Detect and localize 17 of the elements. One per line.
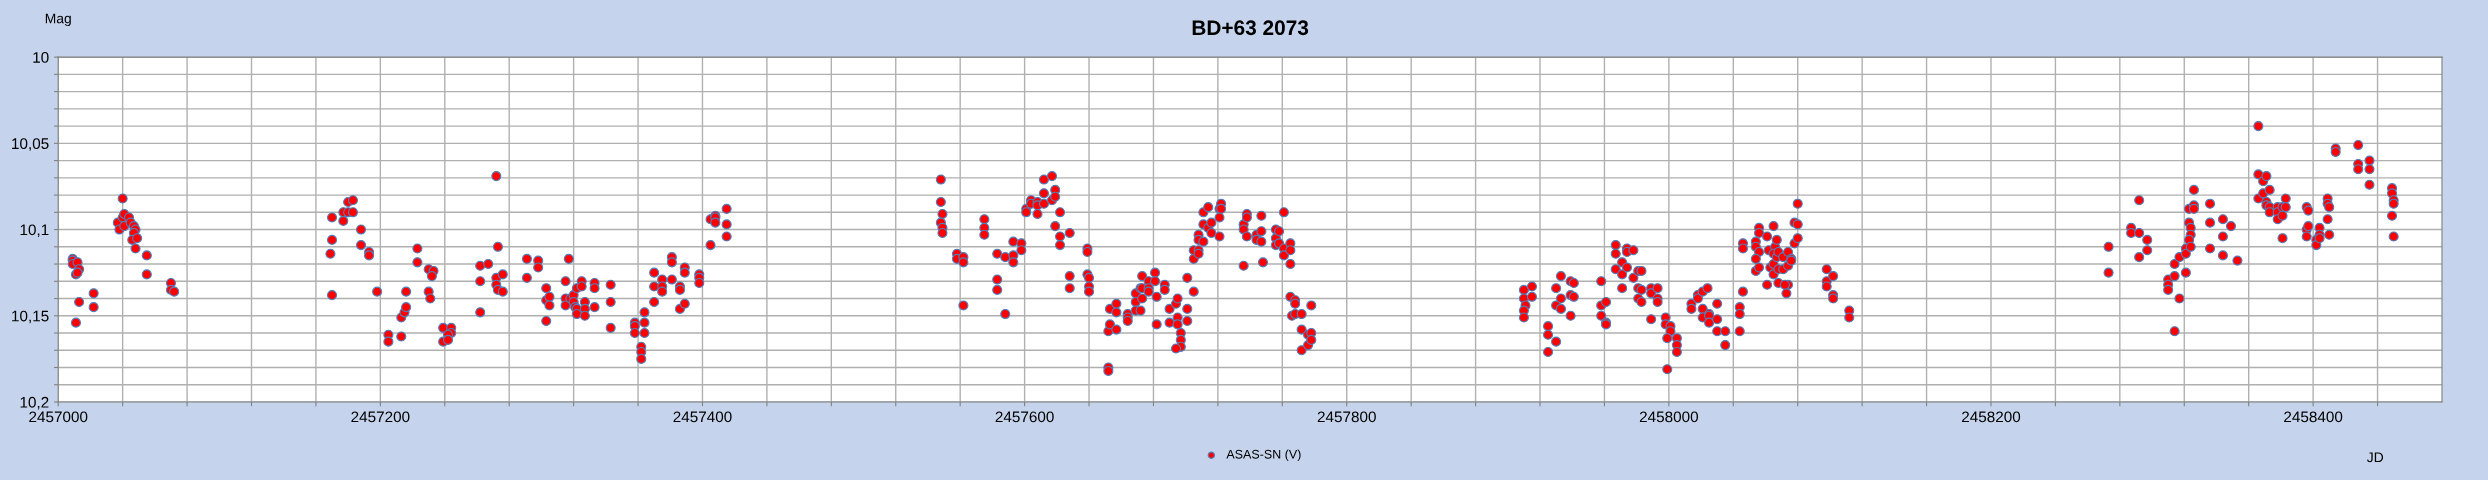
- x-tick-label: 2458200: [1962, 411, 2021, 423]
- y-tick-label: 10,2: [20, 396, 49, 410]
- y-axis-title: Mag: [45, 13, 71, 27]
- x-tick-label: 2457000: [29, 411, 88, 423]
- y-tick-label: 10,05: [12, 138, 49, 151]
- x-tick-label: 2458000: [1639, 411, 1699, 423]
- y-tick-label: 10,15: [12, 310, 49, 324]
- y-tick-label: 10,1: [20, 224, 49, 238]
- x-tick-label: 2458400: [2284, 411, 2343, 423]
- x-tick-label: 2457800: [1317, 411, 1376, 423]
- x-tick-label: 2457400: [673, 411, 732, 423]
- x-tick-label: 2457600: [995, 411, 1054, 423]
- x-tick-label: 2457200: [351, 411, 410, 423]
- legend-label: ASAS-SN (V): [1226, 449, 1301, 462]
- y-tick-label: 10: [33, 51, 49, 63]
- chart-title: BD+63 2073: [1192, 20, 1309, 36]
- x-axis-title: JD: [2366, 452, 2384, 463]
